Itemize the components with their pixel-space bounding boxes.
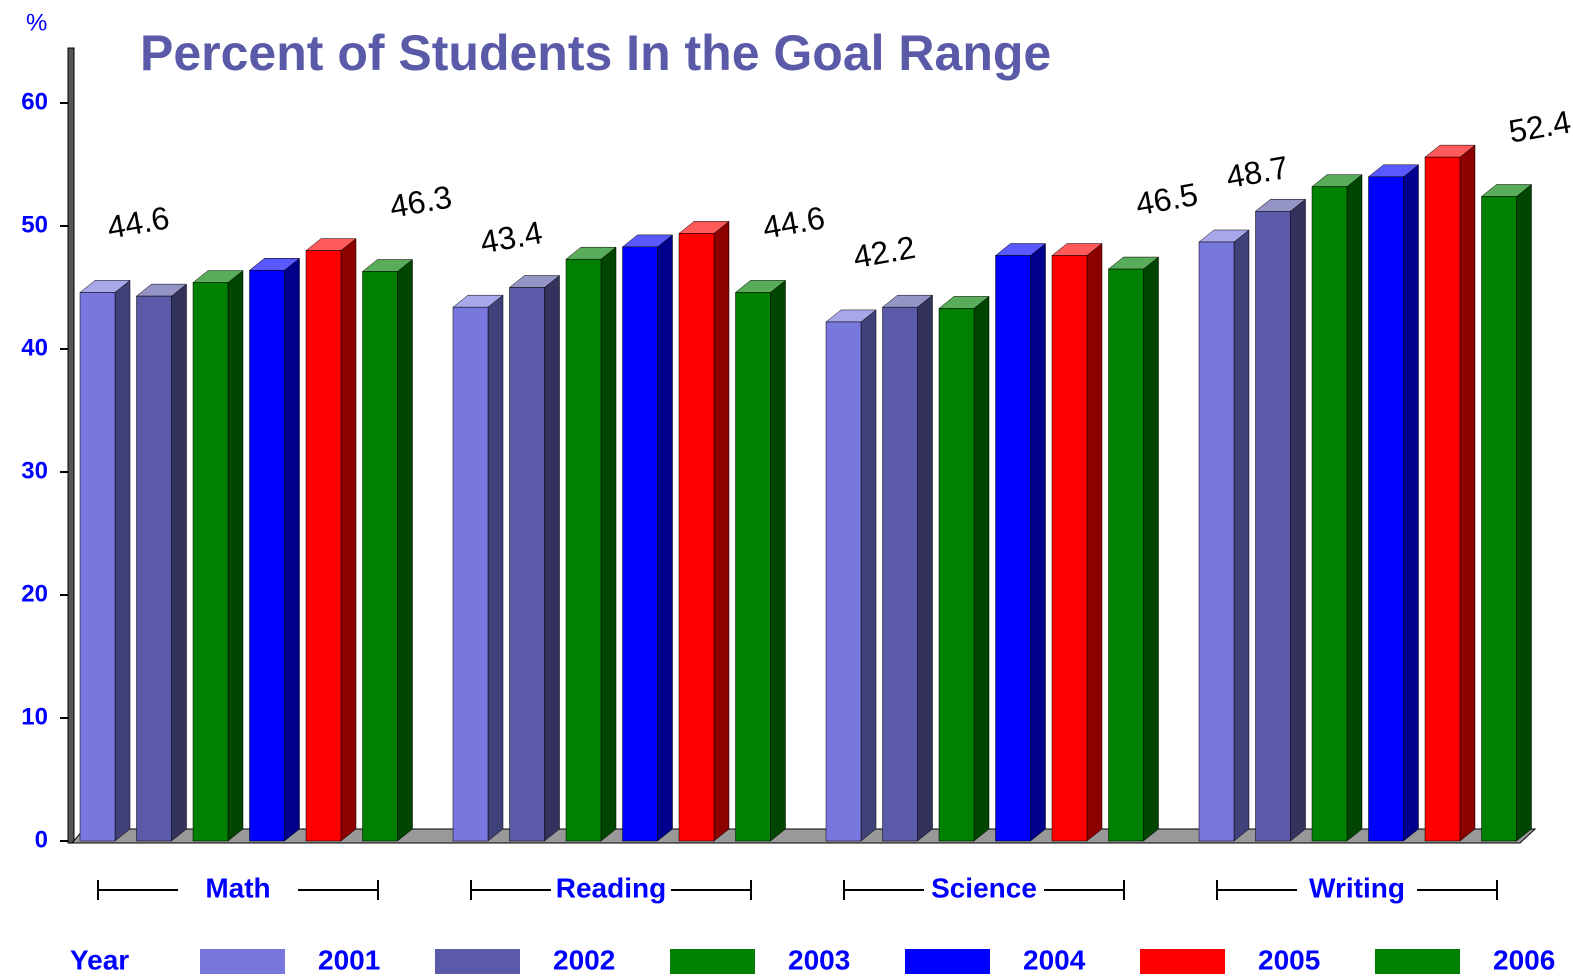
- legend-label: 2005: [1258, 944, 1320, 975]
- bar: [1311, 186, 1348, 842]
- legend-swatch: [1375, 949, 1460, 974]
- bar: [79, 292, 116, 842]
- bar-side: [1030, 242, 1046, 842]
- bar: [1255, 210, 1291, 842]
- bar-side: [340, 238, 357, 842]
- bar-side: [1290, 198, 1306, 842]
- bar-side: [1233, 229, 1250, 842]
- bar-side: [600, 246, 617, 842]
- bar: [565, 258, 602, 842]
- bar: [622, 246, 658, 842]
- bar: [305, 250, 342, 842]
- legend-title: Year: [70, 944, 129, 975]
- bar-side: [973, 295, 990, 842]
- bar: [192, 282, 229, 842]
- bar-side: [397, 258, 413, 842]
- bar: [735, 292, 771, 842]
- y-tick-label: 60: [21, 88, 48, 115]
- bar-side: [227, 270, 244, 842]
- data-label: 48.7: [1223, 149, 1291, 195]
- legend-swatch: [435, 949, 520, 974]
- bar-side: [860, 309, 877, 842]
- x-tick-label: Science: [931, 872, 1037, 903]
- legend-label: 2002: [553, 944, 615, 975]
- bar-side: [657, 234, 673, 842]
- legend-label: 2004: [1023, 944, 1086, 975]
- bar: [362, 271, 398, 842]
- data-label: 42.2: [850, 229, 918, 275]
- y-tick-label: 50: [21, 211, 48, 238]
- bar-side: [1403, 164, 1419, 842]
- bar-side: [770, 279, 786, 842]
- data-label: 44.6: [760, 199, 828, 245]
- bar: [825, 321, 862, 842]
- bar-side: [487, 294, 504, 842]
- bar-side: [171, 283, 187, 842]
- data-label: 46.5: [1133, 176, 1201, 222]
- y-tick-label: 0: [35, 826, 48, 853]
- bar: [509, 287, 545, 842]
- bar: [249, 270, 285, 842]
- bar-side: [1459, 144, 1476, 842]
- legend-swatch: [200, 949, 285, 974]
- y-axis-label: %: [26, 9, 47, 36]
- data-label: 44.6: [104, 199, 172, 245]
- bar: [1481, 196, 1517, 842]
- bar: [1051, 255, 1088, 842]
- y-tick-label: 10: [21, 703, 48, 730]
- y-tick-label: 30: [21, 457, 48, 484]
- bar-side: [917, 294, 933, 842]
- data-label: 43.4: [477, 214, 545, 260]
- legend-label: 2001: [318, 944, 380, 975]
- bar: [882, 306, 918, 842]
- bar: [995, 255, 1031, 842]
- legend-swatch: [1140, 949, 1225, 974]
- x-tick-label: Writing: [1309, 872, 1405, 903]
- y-tick-label: 40: [21, 334, 48, 361]
- bar-side: [114, 279, 131, 842]
- bar: [1198, 241, 1235, 842]
- x-tick-label: Reading: [556, 872, 666, 903]
- bar-side: [544, 274, 560, 842]
- bar-side: [1086, 242, 1103, 842]
- bar-side: [284, 257, 300, 842]
- left-wall: [67, 47, 75, 844]
- legend-swatch: [905, 949, 990, 974]
- legend-label: 2006: [1493, 944, 1555, 975]
- chart-title: Percent of Students In the Goal Range: [140, 25, 1051, 81]
- y-tick-label: 20: [21, 580, 48, 607]
- bar: [1424, 156, 1461, 842]
- bar: [1108, 268, 1144, 842]
- bar: [938, 308, 975, 842]
- bar-side: [1143, 256, 1159, 842]
- bar-side: [1516, 183, 1532, 842]
- bar-side: [1346, 174, 1363, 842]
- bar-side: [713, 220, 730, 842]
- bar: [1368, 176, 1404, 842]
- data-label: 46.3: [387, 178, 455, 224]
- data-label: 52.4: [1506, 103, 1573, 149]
- legend-label: 2003: [788, 944, 850, 975]
- x-tick-label: Math: [205, 872, 270, 903]
- bar: [678, 233, 715, 842]
- bar: [452, 306, 489, 842]
- bar: [136, 295, 172, 842]
- legend-swatch: [670, 949, 755, 974]
